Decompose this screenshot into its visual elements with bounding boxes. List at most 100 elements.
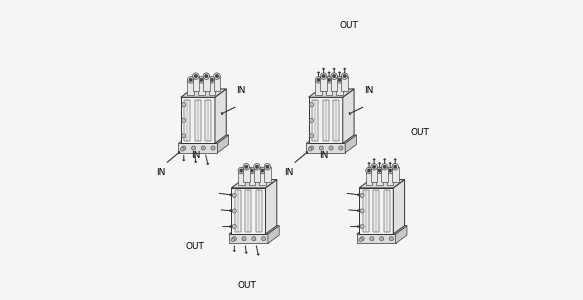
Polygon shape [259, 170, 266, 185]
Circle shape [315, 76, 322, 83]
Polygon shape [178, 135, 229, 143]
Circle shape [203, 73, 210, 80]
Polygon shape [198, 80, 205, 95]
Polygon shape [396, 226, 407, 244]
Circle shape [192, 73, 199, 80]
Polygon shape [394, 180, 405, 234]
Circle shape [211, 146, 215, 150]
Circle shape [181, 148, 184, 151]
Polygon shape [306, 135, 356, 143]
Polygon shape [359, 180, 405, 188]
Polygon shape [323, 100, 329, 141]
Circle shape [380, 237, 384, 241]
Circle shape [388, 169, 392, 172]
Circle shape [259, 167, 266, 174]
Circle shape [264, 164, 271, 170]
Polygon shape [178, 143, 217, 153]
Circle shape [213, 73, 220, 80]
Polygon shape [256, 190, 262, 232]
Circle shape [338, 78, 341, 82]
Circle shape [201, 146, 205, 150]
Circle shape [191, 146, 196, 150]
Circle shape [231, 238, 234, 242]
Polygon shape [371, 167, 377, 182]
Circle shape [360, 209, 364, 213]
Circle shape [339, 146, 343, 150]
Text: IN: IN [285, 168, 294, 177]
Circle shape [189, 78, 192, 82]
Circle shape [243, 164, 250, 170]
Circle shape [308, 148, 312, 151]
Circle shape [381, 164, 388, 170]
Polygon shape [357, 234, 396, 244]
Circle shape [198, 76, 205, 83]
Circle shape [320, 73, 327, 80]
Polygon shape [254, 167, 260, 182]
Circle shape [336, 76, 343, 83]
Circle shape [254, 164, 260, 170]
Circle shape [377, 167, 383, 174]
Circle shape [188, 76, 194, 83]
Polygon shape [209, 80, 215, 95]
Circle shape [394, 165, 397, 168]
Polygon shape [387, 170, 394, 185]
Circle shape [383, 165, 387, 168]
Polygon shape [217, 135, 229, 153]
Circle shape [326, 76, 332, 83]
Circle shape [252, 237, 256, 241]
Polygon shape [238, 170, 244, 185]
Circle shape [392, 164, 399, 170]
Polygon shape [392, 167, 399, 182]
Circle shape [329, 146, 333, 150]
Circle shape [310, 118, 314, 122]
Polygon shape [342, 76, 348, 91]
Polygon shape [366, 170, 373, 185]
Circle shape [245, 165, 248, 168]
Circle shape [319, 146, 324, 150]
Circle shape [209, 76, 215, 83]
Text: OUT: OUT [237, 281, 257, 290]
Polygon shape [373, 190, 379, 232]
Polygon shape [245, 190, 251, 232]
Polygon shape [345, 135, 356, 153]
Circle shape [255, 165, 258, 168]
Circle shape [328, 78, 331, 82]
Polygon shape [384, 190, 389, 232]
Polygon shape [181, 89, 226, 97]
Text: IN: IN [191, 152, 201, 160]
Circle shape [266, 165, 269, 168]
Circle shape [232, 237, 236, 241]
Circle shape [360, 237, 364, 241]
Circle shape [310, 103, 314, 107]
Circle shape [238, 167, 244, 174]
Polygon shape [203, 76, 210, 91]
Circle shape [389, 237, 394, 241]
Circle shape [322, 74, 325, 78]
Polygon shape [248, 170, 255, 185]
Circle shape [378, 169, 381, 172]
Polygon shape [308, 89, 354, 97]
Circle shape [360, 193, 364, 197]
Polygon shape [331, 76, 338, 91]
Text: OUT: OUT [339, 21, 358, 30]
Circle shape [366, 167, 373, 174]
Circle shape [387, 167, 394, 174]
Polygon shape [229, 226, 279, 234]
Polygon shape [215, 89, 226, 143]
Polygon shape [326, 80, 332, 95]
Polygon shape [231, 180, 277, 188]
Circle shape [310, 146, 314, 150]
Polygon shape [264, 167, 271, 182]
Circle shape [194, 74, 198, 78]
Polygon shape [315, 80, 322, 95]
Circle shape [248, 167, 255, 174]
Polygon shape [343, 89, 354, 143]
Circle shape [182, 118, 186, 122]
Circle shape [232, 193, 236, 197]
Polygon shape [312, 100, 318, 141]
Polygon shape [265, 180, 277, 234]
Circle shape [343, 74, 346, 78]
Polygon shape [377, 170, 383, 185]
Text: IN: IN [319, 152, 329, 160]
Circle shape [261, 169, 264, 172]
